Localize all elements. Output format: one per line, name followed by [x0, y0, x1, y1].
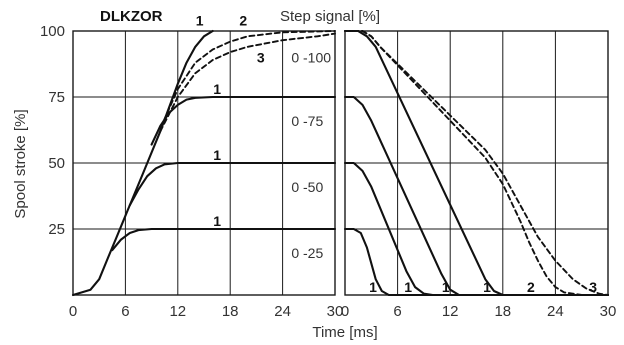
series-line-1 — [150, 95, 337, 146]
x-tick-label: 24 — [274, 303, 291, 320]
series-line-3 — [159, 32, 336, 133]
x-tick-label: 6 — [121, 303, 129, 320]
x-tick-label: 12 — [442, 303, 459, 320]
x-tick-label: 0 — [341, 303, 349, 320]
step-signal-label: 0 -50 — [291, 179, 323, 195]
series-line-1 — [343, 95, 610, 297]
curve-label-1: 1 — [213, 147, 221, 163]
x-tick-label: 18 — [494, 303, 511, 320]
curve-label-2: 2 — [527, 279, 535, 295]
curve-label-3: 3 — [589, 279, 597, 295]
x-axis-label: Time [ms] — [312, 324, 377, 341]
y-tick-label: 75 — [48, 89, 65, 106]
curve-label-3: 3 — [257, 49, 265, 65]
x-tick-label: 30 — [327, 303, 344, 320]
series-line-3 — [344, 30, 609, 296]
x-tick-label: 12 — [169, 303, 186, 320]
step-signal-label: 0 -100 — [291, 49, 331, 65]
series-line-1 — [128, 161, 337, 207]
x-tick-label: 18 — [222, 303, 239, 320]
series-line-2 — [159, 30, 336, 130]
curve-label-1: 1 — [483, 279, 491, 295]
curve-label-1: 1 — [442, 279, 450, 295]
curve-label-1: 1 — [196, 12, 204, 28]
y-tick-label: 100 — [40, 23, 65, 40]
curve-label-1: 1 — [369, 279, 377, 295]
x-tick-label: 30 — [600, 303, 617, 320]
step-signal-label: 0 -25 — [291, 245, 323, 261]
chart-title: DLKZOR — [100, 8, 163, 25]
step-signal-header: Step signal [%] — [280, 8, 380, 25]
y-tick-label: 25 — [48, 221, 65, 238]
curve-label-2: 2 — [239, 12, 247, 28]
series-line-1 — [111, 227, 337, 252]
curve-label-1: 1 — [213, 213, 221, 229]
series-line-1 — [71, 29, 214, 297]
y-axis-label: Spool stroke [%] — [12, 109, 29, 218]
series-line-1 — [343, 227, 610, 297]
x-tick-label: 6 — [393, 303, 401, 320]
x-tick-label: 0 — [69, 303, 77, 320]
curve-label-1: 1 — [213, 81, 221, 97]
y-tick-label: 50 — [48, 155, 65, 172]
x-tick-label: 24 — [547, 303, 564, 320]
step-signal-label: 0 -75 — [291, 113, 323, 129]
curve-label-1: 1 — [404, 279, 412, 295]
